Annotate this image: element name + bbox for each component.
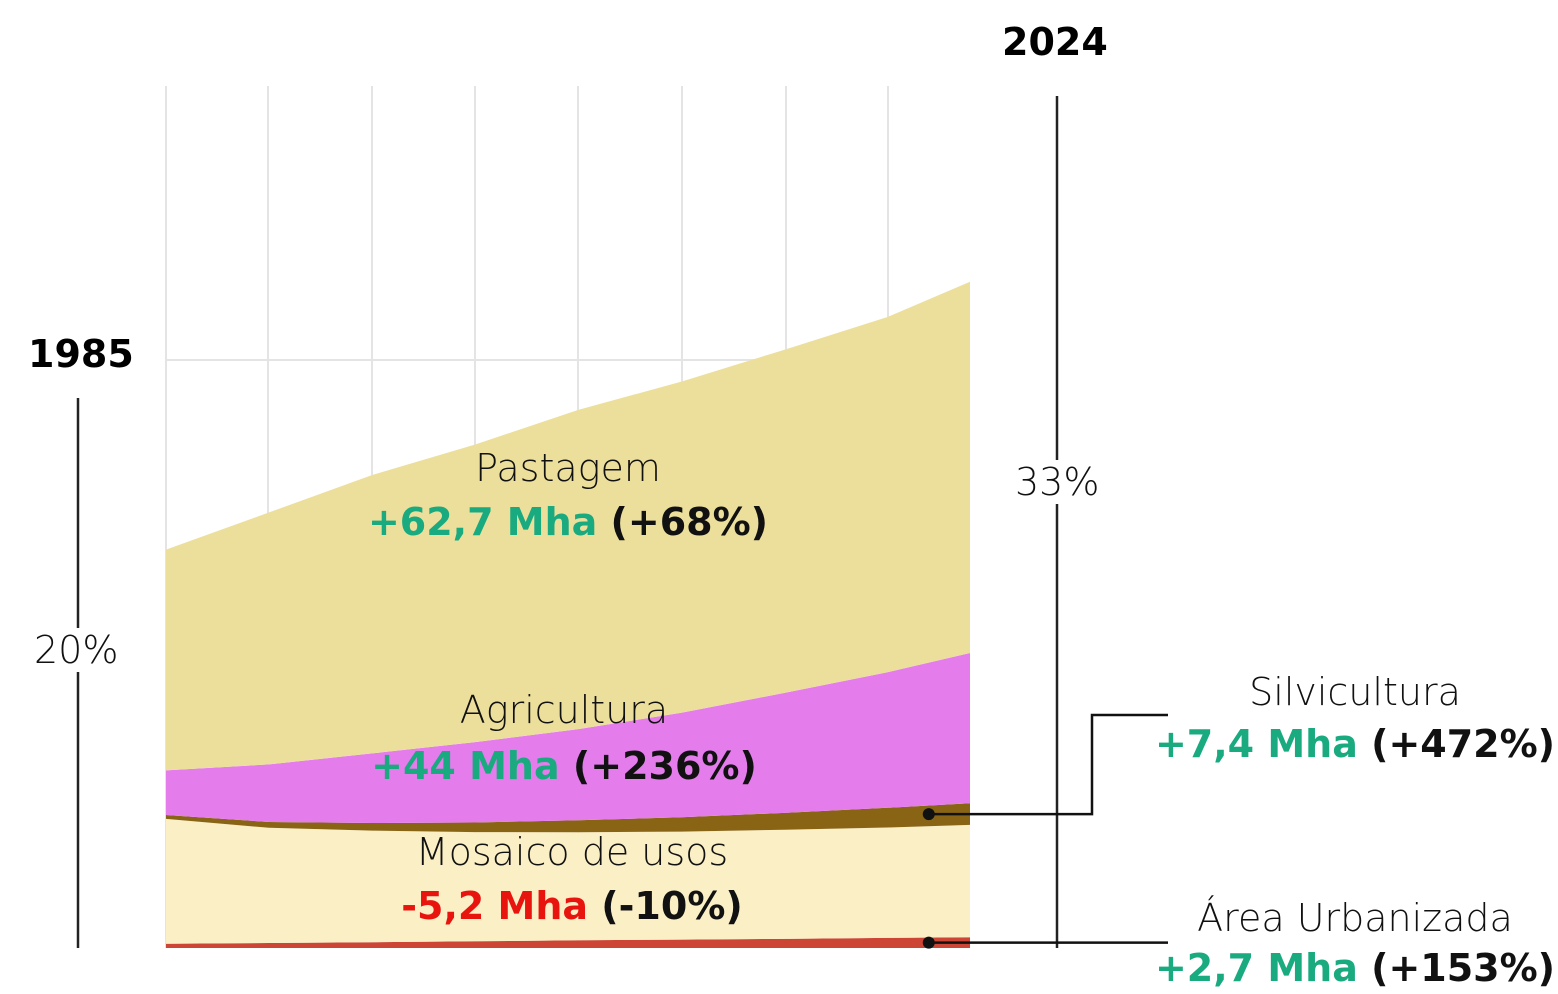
end-total-share-label: 33% bbox=[1015, 460, 1100, 504]
area-urbanizada bbox=[166, 937, 970, 948]
mosaico-change-mha: -5,2 Mha bbox=[401, 884, 589, 928]
mosaico-change-pct: (-10%) bbox=[601, 884, 743, 928]
pastagem-label: Pastagem bbox=[475, 446, 661, 490]
pastagem-change-mha: +62,7 Mha bbox=[367, 500, 598, 544]
silvicultura-change-mha: +7,4 Mha bbox=[1154, 722, 1358, 766]
urbanizada-change-pct: (+153%) bbox=[1371, 946, 1556, 990]
pastagem-change-pct: (+68%) bbox=[610, 500, 769, 544]
start-year-label: 1985 bbox=[28, 332, 134, 376]
area-mosaico bbox=[166, 818, 970, 944]
agricultura-change: +44 Mha (+236%) bbox=[371, 744, 757, 788]
axis-lines bbox=[76, 96, 1059, 948]
area-agricultura bbox=[166, 653, 970, 823]
agricultura-change-pct: (+236%) bbox=[572, 744, 757, 788]
silvicultura-change: +7,4 Mha (+472%) bbox=[1155, 722, 1555, 766]
end-year-label: 2024 bbox=[1002, 20, 1108, 64]
urbanizada-label: Área Urbanizada bbox=[1197, 896, 1513, 940]
silvicultura-change-pct: (+472%) bbox=[1371, 722, 1556, 766]
leader-lines bbox=[922, 713, 1168, 949]
agricultura-label: Agricultura bbox=[459, 688, 669, 732]
silvicultura-label: Silvicultura bbox=[1249, 670, 1461, 714]
silvicultura-leader-line bbox=[928, 713, 1168, 816]
mosaico-label: Mosaico de usos bbox=[415, 830, 729, 874]
mosaico-change: -5,2 Mha (-10%) bbox=[401, 884, 743, 928]
area-series bbox=[166, 281, 970, 948]
area-silvicultura bbox=[166, 803, 970, 833]
pastagem-change: +62,7 Mha (+68%) bbox=[368, 500, 768, 544]
agricultura-change-mha: +44 Mha bbox=[371, 744, 560, 788]
urbanizada-change: +2,7 Mha (+153%) bbox=[1155, 946, 1555, 990]
area-pastagem bbox=[166, 281, 970, 771]
urbanizada-change-mha: +2,7 Mha bbox=[1154, 946, 1358, 990]
start-total-share-label: 20% bbox=[34, 628, 119, 672]
